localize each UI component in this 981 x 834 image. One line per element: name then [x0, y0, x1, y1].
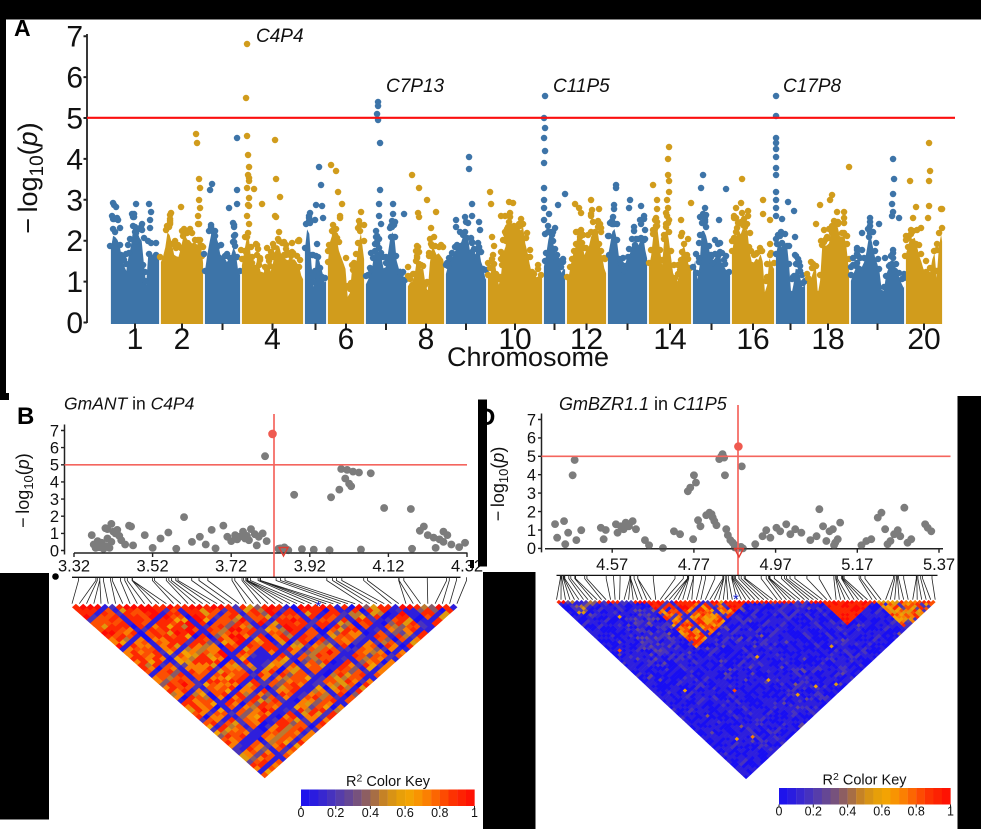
svg-text:4.12: 4.12 — [372, 558, 404, 576]
svg-text:4: 4 — [264, 323, 281, 356]
svg-text:14: 14 — [653, 323, 686, 356]
svg-text:7: 7 — [50, 422, 59, 440]
svg-text:1: 1 — [947, 805, 954, 819]
svg-text:3: 3 — [66, 184, 83, 217]
svg-text:18: 18 — [811, 323, 844, 356]
svg-text:4.97: 4.97 — [760, 556, 792, 574]
svg-text:0.6: 0.6 — [396, 806, 413, 820]
svg-text:0: 0 — [527, 540, 536, 558]
svg-text:0: 0 — [298, 806, 305, 820]
svg-text:5: 5 — [50, 457, 59, 475]
svg-text:0.6: 0.6 — [873, 805, 890, 819]
svg-text:3.92: 3.92 — [294, 558, 326, 576]
svg-text:GmBZR1.1 in C11P5: GmBZR1.1 in C11P5 — [559, 394, 728, 414]
svg-text:6: 6 — [66, 62, 83, 95]
svg-text:GmANT in C4P4: GmANT in C4P4 — [64, 394, 195, 414]
svg-text:5.17: 5.17 — [841, 556, 873, 574]
svg-text:2: 2 — [174, 323, 191, 356]
svg-text:7: 7 — [66, 21, 83, 54]
svg-text:16: 16 — [736, 323, 769, 356]
svg-text:− log10(p): − log10(p) — [13, 122, 48, 233]
svg-text:0.4: 0.4 — [362, 806, 379, 820]
svg-text:4: 4 — [66, 143, 83, 176]
svg-text:4: 4 — [50, 474, 59, 492]
svg-text:4: 4 — [527, 467, 536, 485]
svg-text:5.37: 5.37 — [923, 556, 955, 574]
svg-text:0.8: 0.8 — [431, 806, 448, 820]
svg-text:1: 1 — [66, 266, 83, 299]
svg-text:1: 1 — [471, 806, 478, 820]
svg-text:3.72: 3.72 — [215, 558, 247, 576]
svg-text:3: 3 — [527, 485, 536, 503]
svg-text:1: 1 — [127, 323, 144, 356]
svg-text:2: 2 — [66, 225, 83, 258]
svg-text:0.8: 0.8 — [908, 805, 925, 819]
svg-text:3.52: 3.52 — [137, 558, 169, 576]
svg-text:1: 1 — [527, 522, 536, 540]
svg-text:B: B — [17, 403, 34, 430]
svg-text:2: 2 — [527, 503, 536, 521]
svg-text:6: 6 — [50, 439, 59, 457]
svg-text:8: 8 — [418, 323, 435, 356]
svg-text:4.77: 4.77 — [678, 556, 710, 574]
svg-text:*: * — [316, 598, 322, 615]
svg-text:2: 2 — [50, 508, 59, 526]
svg-text:− log10(p): − log10(p) — [488, 447, 511, 522]
svg-text:1: 1 — [50, 525, 59, 543]
svg-text:0: 0 — [776, 805, 783, 819]
svg-text:5: 5 — [527, 448, 536, 466]
svg-text:C4P4: C4P4 — [256, 26, 304, 47]
svg-text:C11P5: C11P5 — [553, 76, 610, 97]
svg-text:6: 6 — [338, 323, 355, 356]
svg-text:6: 6 — [527, 430, 536, 448]
svg-text:*: * — [733, 591, 739, 608]
svg-text:20: 20 — [907, 323, 940, 356]
svg-text:3.32: 3.32 — [58, 558, 90, 576]
svg-text:3: 3 — [50, 491, 59, 509]
svg-text:7: 7 — [527, 411, 536, 429]
svg-text:C17P8: C17P8 — [783, 76, 842, 97]
svg-text:Chromosome: Chromosome — [447, 342, 609, 372]
svg-text:0.4: 0.4 — [839, 805, 856, 819]
svg-text:0.2: 0.2 — [327, 806, 344, 820]
svg-text:C7P13: C7P13 — [386, 76, 445, 97]
svg-text:4.57: 4.57 — [596, 556, 628, 574]
svg-text:0: 0 — [66, 307, 83, 340]
svg-text:5: 5 — [66, 103, 83, 136]
svg-text:0.2: 0.2 — [805, 805, 822, 819]
svg-text:− log10(p): − log10(p) — [13, 453, 36, 528]
